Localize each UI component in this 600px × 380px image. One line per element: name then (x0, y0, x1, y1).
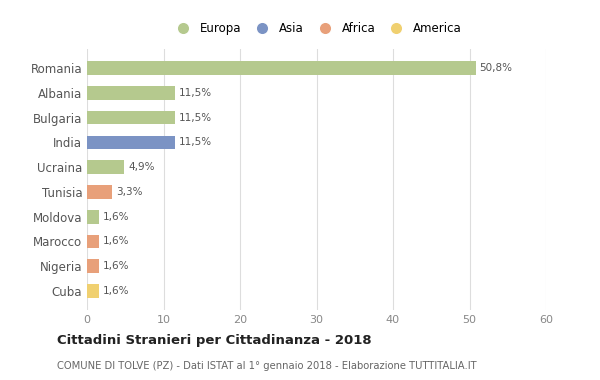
Text: 1,6%: 1,6% (103, 261, 130, 271)
Text: 4,9%: 4,9% (128, 162, 155, 172)
Bar (87, 185, 112, 199)
Text: COMUNE DI TOLVE (PZ) - Dati ISTAT al 1° gennaio 2018 - Elaborazione TUTTITALIA.I: COMUNE DI TOLVE (PZ) - Dati ISTAT al 1° … (57, 361, 476, 370)
Text: Cittadini Stranieri per Cittadinanza - 2018: Cittadini Stranieri per Cittadinanza - 2… (57, 334, 371, 347)
Bar (87, 235, 99, 248)
Text: 1,6%: 1,6% (103, 286, 130, 296)
Text: 3,3%: 3,3% (116, 187, 143, 197)
Bar (87, 284, 99, 298)
Bar (87, 61, 476, 75)
Text: 11,5%: 11,5% (179, 88, 212, 98)
Text: 50,8%: 50,8% (479, 63, 512, 73)
Bar (87, 86, 175, 100)
Text: 1,6%: 1,6% (103, 236, 130, 247)
Legend: Europa, Asia, Africa, America: Europa, Asia, Africa, America (168, 19, 465, 39)
Text: 11,5%: 11,5% (179, 138, 212, 147)
Bar (87, 260, 99, 273)
Bar (87, 136, 175, 149)
Text: 1,6%: 1,6% (103, 212, 130, 222)
Bar (87, 111, 175, 124)
Bar (87, 160, 124, 174)
Bar (87, 210, 99, 223)
Text: 11,5%: 11,5% (179, 112, 212, 123)
